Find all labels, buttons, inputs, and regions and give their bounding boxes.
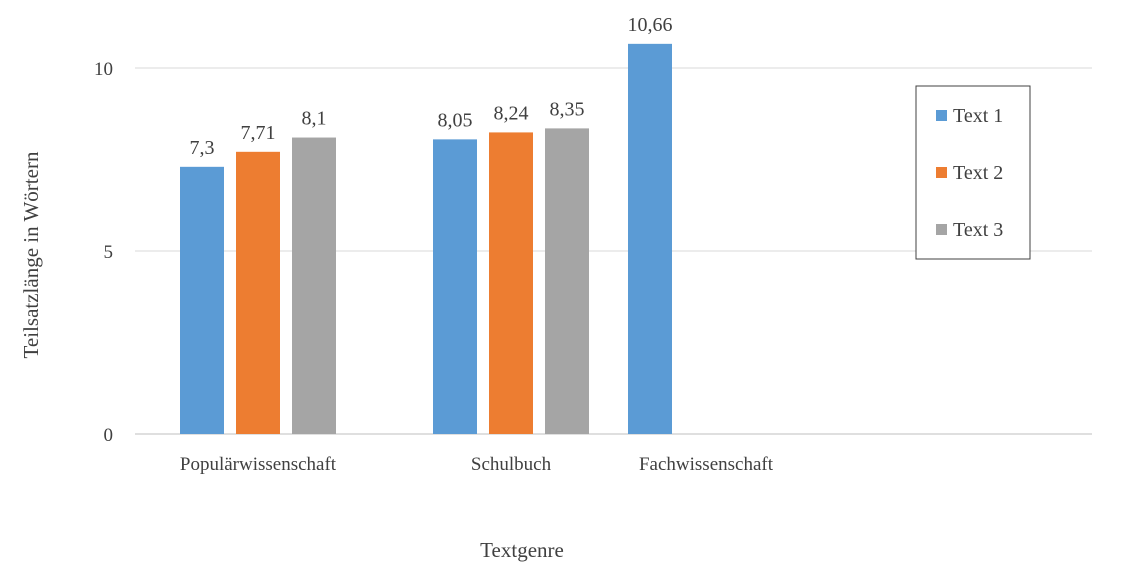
bar bbox=[489, 132, 533, 434]
legend-swatch bbox=[936, 224, 947, 235]
bar bbox=[292, 137, 336, 435]
y-tick-labels: 0 5 10 bbox=[94, 59, 113, 446]
legend-swatch bbox=[936, 167, 947, 178]
data-label: 8,35 bbox=[550, 98, 585, 120]
x-category-label: Fachwissenschaft bbox=[639, 454, 774, 475]
data-label: 8,05 bbox=[438, 109, 473, 131]
bar bbox=[545, 128, 589, 434]
y-tick-label: 10 bbox=[94, 59, 113, 80]
y-axis-title: Teilsatzlänge in Wörtern bbox=[19, 151, 43, 358]
x-category-labels: Populärwissenschaft Schulbuch Fachwissensc… bbox=[180, 454, 774, 475]
data-label: 7,3 bbox=[190, 137, 215, 159]
data-label: 8,1 bbox=[302, 108, 327, 130]
bar bbox=[628, 43, 672, 435]
legend-label: Text 1 bbox=[953, 105, 1003, 127]
legend-label: Text 3 bbox=[953, 219, 1003, 241]
x-axis-title: Textgenre bbox=[480, 538, 564, 562]
x-category-label: Populärwissenschaft bbox=[180, 454, 337, 475]
x-category-label: Schulbuch bbox=[471, 454, 552, 475]
y-tick-label: 0 bbox=[104, 425, 114, 446]
bar bbox=[180, 166, 224, 434]
bar bbox=[433, 139, 477, 434]
bar bbox=[236, 151, 280, 434]
y-tick-label: 5 bbox=[104, 242, 114, 263]
legend-box bbox=[915, 85, 1031, 260]
data-label: 8,24 bbox=[494, 102, 529, 124]
legend-label: Text 2 bbox=[953, 162, 1003, 184]
data-label: 10,66 bbox=[628, 14, 673, 36]
data-labels: 7,3 7,71 8,1 8,05 8,24 8,35 10,66 bbox=[190, 14, 673, 159]
legend: Text 1 Text 2 Text 3 bbox=[915, 85, 1031, 260]
bars bbox=[180, 43, 672, 435]
legend-swatch bbox=[936, 110, 947, 121]
data-label: 7,71 bbox=[241, 122, 276, 144]
